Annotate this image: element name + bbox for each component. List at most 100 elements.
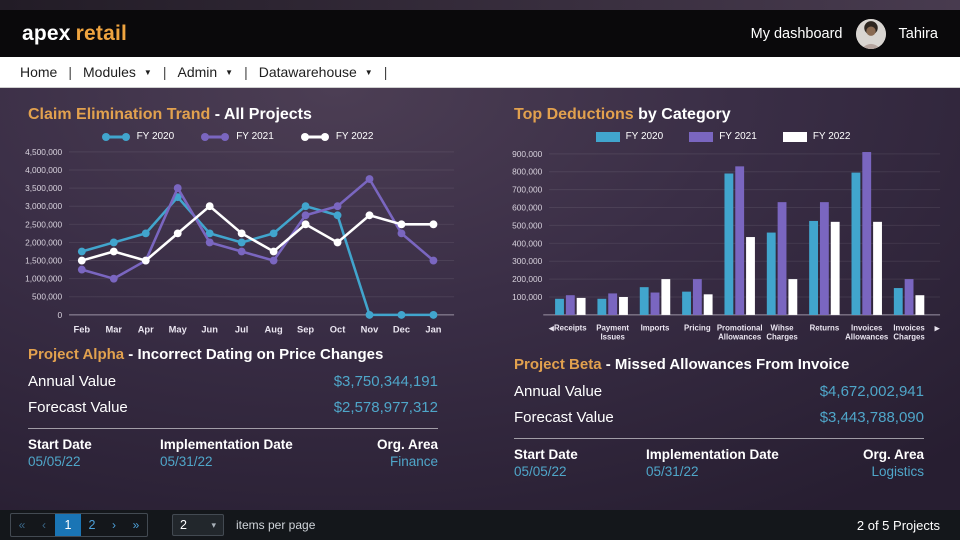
svg-text:200,000: 200,000 [512,274,542,284]
project-meta: Start Date 05/05/22 Implementation Date … [514,447,924,479]
chevron-down-icon: ▼ [143,68,152,77]
app-header: apex retail My dashboard Tahira [0,10,960,57]
org-area-col: Org. Area Logistics [862,447,924,480]
svg-text:3,500,000: 3,500,000 [25,183,62,193]
legend-item-fy2021[interactable]: FY 2021 [200,131,274,142]
svg-text:◀: ◀ [548,326,554,333]
legend-item-fy2022[interactable]: FY 2022 [782,131,850,142]
forecast-value-row: Forecast Value $3,443,788,090 [514,409,924,427]
svg-text:300,000: 300,000 [512,256,542,266]
line-chart-legend: FY 2020 FY 2021 FY 2022 [16,131,458,142]
svg-text:100,000: 100,000 [512,292,542,302]
nav-item-datawarehouse[interactable]: Datawarehouse ▼ [258,64,373,80]
line-marker-icon [300,132,330,142]
top-deductions-bar-chart: 100,000 200,000 300,000 400,000 500,000 600,0… [502,144,944,350]
nav-item-home[interactable]: Home [20,64,58,80]
start-date-col: Start Date 05/05/22 [514,447,646,479]
page-button-1[interactable]: 1 [55,514,81,536]
svg-text:May: May [169,325,188,335]
last-page-button[interactable]: » [125,514,147,536]
swatch-icon [782,131,807,142]
bar-chart-title: Top Deductions by Category [514,106,731,123]
annual-value: $3,750,344,191 [333,373,438,391]
annual-value: $4,672,002,941 [819,383,924,401]
svg-text:500,000: 500,000 [32,292,62,302]
svg-text:Nov: Nov [361,325,379,335]
svg-text:800,000: 800,000 [512,167,542,177]
page-size-dropdown[interactable]: 2 ▾ [172,514,224,536]
chevron-down-icon: ▼ [364,68,373,77]
org-area-value: Finance [389,454,438,470]
main-nav: Home | Modules ▼ | Admin ▼ | Datawarehouse… [0,57,960,88]
svg-text:1,500,000: 1,500,000 [25,255,62,265]
org-area-col: Org. Area Finance [376,437,438,470]
svg-text:3,000,000: 3,000,000 [25,201,62,211]
page-button-2[interactable]: 2 [81,514,103,536]
svg-text:Jun: Jun [201,325,218,335]
prev-page-button[interactable]: ‹ [33,514,55,536]
implementation-date-value: 05/31/22 [646,464,699,480]
header-right: My dashboard Tahira [750,18,939,49]
divider [28,428,438,430]
page-size-value: 2 [180,518,187,532]
svg-text:Dec: Dec [393,325,410,335]
svg-text:600,000: 600,000 [512,202,542,212]
project-title: Project Alpha - Incorrect Dating on Pric… [28,346,384,364]
svg-text:500,000: 500,000 [512,220,542,230]
start-date-col: Start Date 05/05/22 [28,437,160,469]
swatch-icon [595,131,620,142]
nav-item-admin[interactable]: Admin ▼ [177,64,234,80]
svg-text:1,000,000: 1,000,000 [25,274,62,284]
forecast-value-row: Forecast Value $2,578,977,312 [28,399,438,417]
annual-value-row: Annual Value $4,672,002,941 [514,383,924,401]
app-logo[interactable]: apex retail [22,22,127,46]
dashboard-content: Claim Elimination Trand - All Projects F… [0,88,960,510]
nav-separator: | [383,64,388,80]
user-name: Tahira [898,25,939,42]
forecast-value: $3,443,788,090 [819,409,924,427]
logo-secondary: retail [75,21,128,45]
svg-text:Oct: Oct [330,325,346,335]
legend-item-fy2021[interactable]: FY 2021 [689,131,757,142]
nav-item-modules[interactable]: Modules ▼ [83,64,152,80]
nav-separator: | [162,64,167,80]
svg-text:▶: ▶ [934,326,940,333]
line-marker-icon [200,132,230,142]
svg-text:Returns: Returns [810,324,840,333]
next-page-button[interactable]: › [103,514,125,536]
logo-primary: apex [22,21,71,45]
svg-text:400,000: 400,000 [512,238,542,248]
claim-elimination-line-chart: 0 500,000 1,000,000 1,500,000 2,000,000 2,500… [16,144,458,340]
chevron-down-icon: ▼ [225,68,234,77]
implementation-date-value: 05/31/22 [160,454,213,470]
svg-text:Jan: Jan [425,325,441,335]
svg-text:Pricing: Pricing [684,324,711,333]
annual-value-row: Annual Value $3,750,344,191 [28,373,438,391]
svg-text:Aug: Aug [265,325,283,335]
legend-item-fy2020[interactable]: FY 2020 [595,131,663,142]
items-per-page-label: items per page [236,518,316,532]
svg-text:2,500,000: 2,500,000 [25,219,62,229]
project-meta: Start Date 05/05/22 Implementation Date … [28,437,438,469]
svg-text:Mar: Mar [105,325,122,335]
svg-text:Receipts: Receipts [554,324,587,333]
svg-text:2,000,000: 2,000,000 [25,237,62,247]
chevron-down-icon: ▾ [211,519,216,530]
first-page-button[interactable]: « [11,514,33,536]
footer-bar: « ‹ 1 2 › » 2 ▾ items per page 2 of 5 Pr… [0,510,960,540]
swatch-icon [689,131,714,142]
org-area-value: Logistics [871,464,924,480]
page-summary: 2 of 5 Projects [856,517,940,533]
project-beta-details: Project Beta - Missed Allowances From In… [514,356,924,479]
user-avatar[interactable] [855,18,886,49]
legend-item-fy2022[interactable]: FY 2022 [300,131,373,142]
legend-item-fy2020[interactable]: FY 2020 [101,131,174,142]
svg-text:Apr: Apr [138,325,154,335]
start-date-value: 05/05/22 [514,464,567,480]
my-dashboard-link[interactable]: My dashboard [750,25,843,42]
